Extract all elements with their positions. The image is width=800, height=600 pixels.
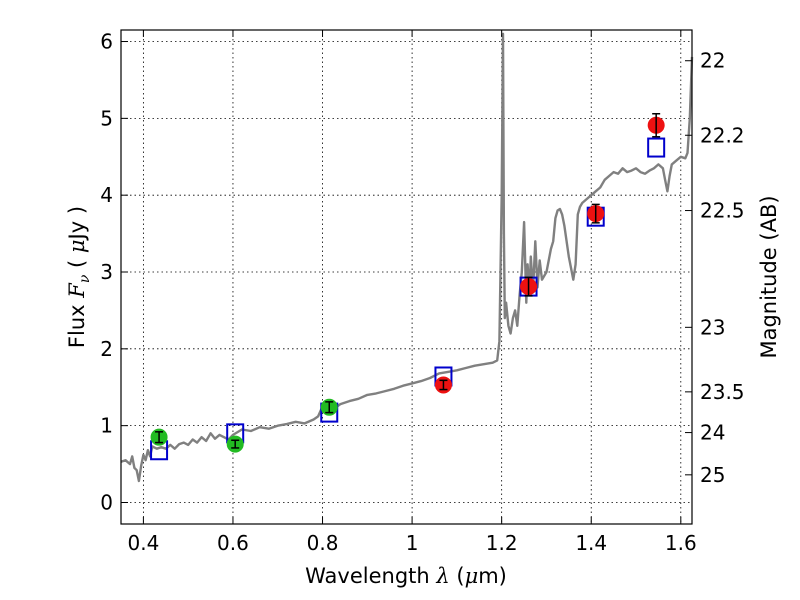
x-tick-label: 0.8 (307, 531, 339, 555)
x-tick-label: 1.6 (665, 531, 697, 555)
x-axis-label: Wavelength λ (μm) (305, 564, 507, 588)
y-tick-label: 2 (100, 337, 113, 361)
x-tick-label: 1 (406, 531, 419, 555)
mag-tick-label: 24 (700, 421, 725, 445)
x-tick-label: 0.4 (127, 531, 159, 555)
y-axis-label: Flux Fν ( μJy ) (65, 206, 93, 348)
mag-tick-label: 22 (700, 49, 725, 73)
plot-background (121, 30, 692, 524)
x-tick-label: 1.2 (486, 531, 518, 555)
y-tick-label: 5 (100, 106, 113, 130)
plot-frame (120, 29, 693, 525)
grid-lines (121, 30, 692, 524)
y-axis-label-right: Magnitude (AB) (757, 195, 781, 358)
x-tick-label: 1.4 (575, 531, 607, 555)
mag-tick-label: 23 (700, 315, 725, 339)
mag-tick-label: 22.5 (700, 199, 745, 223)
y-tick-label: 3 (100, 260, 113, 284)
mag-tick-label: 23.5 (700, 380, 745, 404)
mag-tick-label: 25 (700, 463, 725, 487)
error-bars (155, 112, 661, 449)
model-sed-layer (120, 32, 694, 483)
model-flux-square (647, 137, 666, 158)
y-tick-label: 6 (100, 30, 113, 54)
tick-labels: 0.4 0.6 0.8 1 1.2 1.4 1.601234562222.222.52323… (100, 30, 744, 555)
mag-tick-label: 22.2 (700, 123, 745, 147)
y-tick-label: 1 (100, 414, 113, 438)
y-tick-label: 0 (100, 490, 113, 514)
model-sed-line (120, 32, 694, 483)
axis-ticks (121, 30, 692, 524)
y-tick-label: 4 (100, 183, 113, 207)
x-tick-label: 0.6 (217, 531, 249, 555)
